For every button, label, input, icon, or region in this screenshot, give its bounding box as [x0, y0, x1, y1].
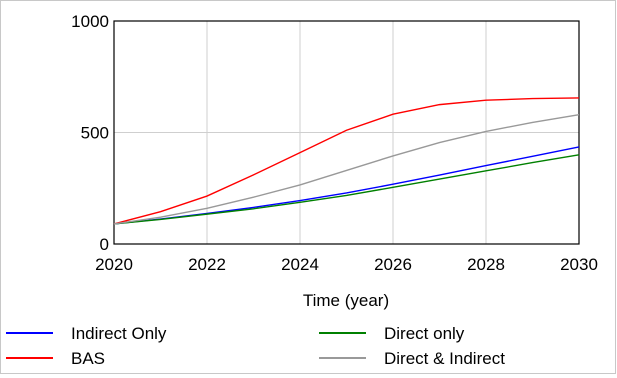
y-tick-label: 0 [100, 235, 109, 254]
legend-label: Direct only [384, 324, 465, 343]
x-tick-label: 2024 [281, 255, 319, 274]
legend-item: Indirect Only [6, 324, 167, 343]
legend-label: Direct & Indirect [384, 349, 505, 368]
line-chart: 0 500 1000 2020 2022 2024 2026 2028 2030 Time (… [6, 12, 598, 368]
legend-item: Direct only [319, 324, 465, 343]
y-axis-ticks: 0 500 1000 [71, 12, 109, 254]
legend-label: BAS [71, 349, 105, 368]
y-tick-label: 1000 [71, 12, 109, 31]
grid-lines [113, 20, 580, 245]
legend-item: BAS [6, 349, 105, 368]
series-line-direct-only [113, 154, 580, 225]
x-tick-label: 2020 [95, 255, 133, 274]
series-lines [113, 97, 580, 225]
x-tick-label: 2026 [374, 255, 412, 274]
x-axis-label: Time (year) [303, 291, 389, 310]
y-tick-label: 500 [81, 124, 109, 143]
legend: Indirect Only Direct only BAS Direct & Indi… [6, 324, 505, 368]
x-tick-label: 2022 [188, 255, 226, 274]
plot-area-border [113, 20, 580, 245]
series-line-direct-indirect [113, 113, 580, 225]
x-tick-label: 2030 [560, 255, 598, 274]
legend-label: Indirect Only [71, 324, 167, 343]
x-axis-ticks: 2020 2022 2024 2026 2028 2030 [95, 255, 598, 274]
legend-item: Direct & Indirect [319, 349, 505, 368]
series-line-bas [113, 97, 580, 225]
x-tick-label: 2028 [467, 255, 505, 274]
